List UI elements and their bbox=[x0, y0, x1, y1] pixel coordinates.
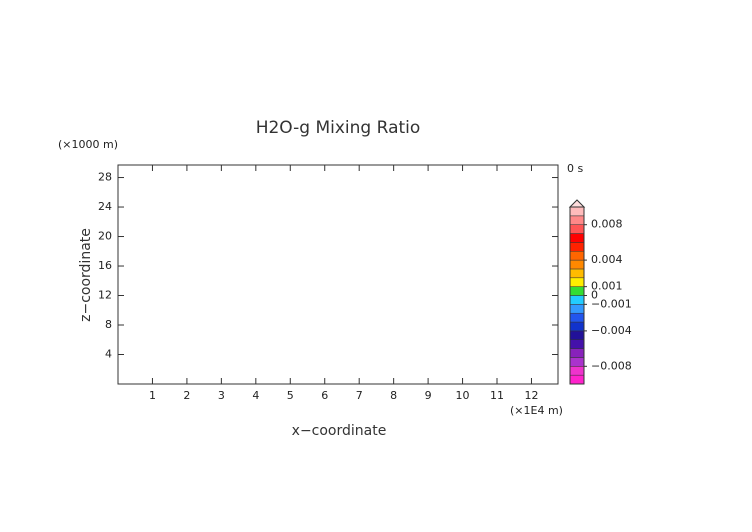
y-axis-title: z−coordinate bbox=[78, 228, 94, 322]
colorbar-band bbox=[569, 206, 585, 217]
colorbar-band bbox=[569, 277, 585, 287]
colorbar-extension bbox=[568, 199, 586, 208]
y-tick-label: 12 bbox=[98, 289, 112, 302]
colorbar-band bbox=[569, 312, 585, 323]
colorbar-band bbox=[569, 215, 585, 225]
x-tick-label: 6 bbox=[321, 389, 328, 402]
colorbar-band bbox=[569, 286, 585, 296]
y-tick-label: 4 bbox=[105, 348, 112, 361]
x-tick-label: 9 bbox=[425, 389, 432, 402]
colorbar-band bbox=[569, 259, 585, 270]
colorbar-band bbox=[569, 321, 585, 332]
x-tick-label: 1 bbox=[149, 389, 156, 402]
colorbar-band bbox=[569, 366, 585, 376]
colorbar-band bbox=[569, 304, 585, 314]
y-tick-label: 28 bbox=[98, 171, 112, 184]
colorbar-band bbox=[569, 268, 585, 279]
x-tick-label: 12 bbox=[524, 389, 538, 402]
colorbar-band bbox=[569, 233, 585, 243]
colorbar-band bbox=[569, 348, 585, 358]
x-tick-label: 5 bbox=[287, 389, 294, 402]
y-tick-label: 20 bbox=[98, 230, 112, 243]
colorbar-band bbox=[569, 295, 585, 305]
colorbar-tick-label: 0.001 bbox=[591, 280, 623, 293]
colorbar-band bbox=[569, 339, 585, 349]
colorbar-tick-label: −0.001 bbox=[591, 297, 632, 310]
chart-title: H2O-g Mixing Ratio bbox=[256, 118, 421, 138]
colorbar-band bbox=[569, 357, 585, 367]
colorbar-band bbox=[569, 330, 585, 340]
y-tick-label: 16 bbox=[98, 259, 112, 272]
colorbar-tick-label: −0.008 bbox=[591, 359, 632, 372]
colorbar-tick-label: 0.008 bbox=[591, 218, 623, 231]
x-tick-label: 11 bbox=[490, 389, 504, 402]
colorbar-tick-label: 0.004 bbox=[591, 253, 623, 266]
y-tick-label: 24 bbox=[98, 200, 112, 213]
x-tick-label: 2 bbox=[183, 389, 190, 402]
x-tick-label: 4 bbox=[252, 389, 259, 402]
colorbar-band bbox=[569, 374, 585, 385]
x-unit: (×1E4 m) bbox=[510, 404, 563, 417]
y-tick-label: 8 bbox=[105, 318, 112, 331]
x-axis-title: x−coordinate bbox=[292, 423, 387, 439]
x-tick-label: 7 bbox=[356, 389, 363, 402]
time-label: 0 s bbox=[567, 162, 583, 175]
x-tick-label: 3 bbox=[218, 389, 225, 402]
y-unit: (×1000 m) bbox=[58, 138, 118, 151]
x-tick-label: 8 bbox=[390, 389, 397, 402]
colorbar-tick-label: 0 bbox=[591, 289, 598, 302]
colorbar-band bbox=[569, 224, 585, 234]
colorbar-tick-label: −0.004 bbox=[591, 324, 632, 337]
colorbar-band bbox=[569, 242, 585, 252]
plot-frame bbox=[117, 164, 559, 385]
x-tick-label: 10 bbox=[456, 389, 470, 402]
colorbar-band bbox=[569, 251, 585, 261]
